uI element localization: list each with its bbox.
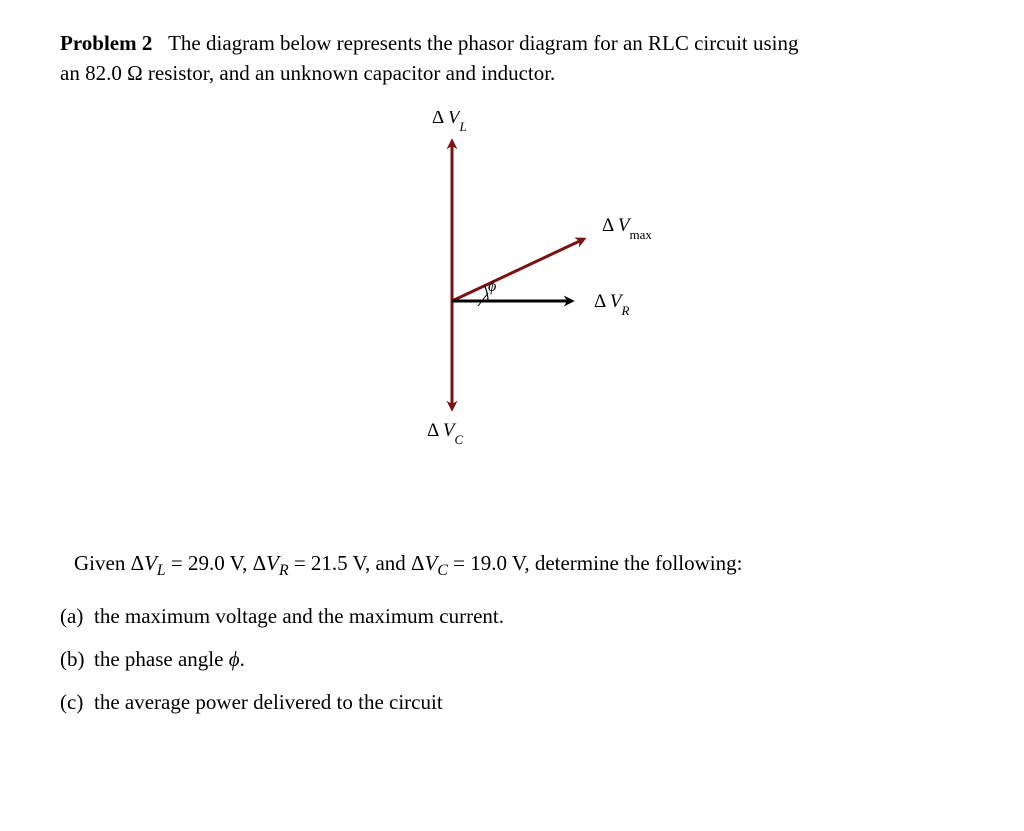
question-parts: (a) the maximum voltage and the maximum … (60, 604, 964, 715)
svg-text:Δ VR: Δ VR (594, 291, 630, 318)
given-vl-val: = 29.0 V, Δ (166, 551, 266, 575)
svg-text:ϕ: ϕ (488, 278, 496, 295)
phasor-diagram: ϕ Δ VL Δ VC Δ VR Δ Vmax (60, 111, 964, 481)
part-c: (c) the average power delivered to the c… (60, 690, 964, 715)
phasor-svg: ϕ Δ VL Δ VC Δ VR Δ Vmax (302, 111, 722, 481)
part-c-label: (c) (60, 690, 94, 715)
part-b-post: . (240, 647, 245, 671)
given-vc-sym: V (425, 551, 438, 575)
svg-text:Δ Vmax: Δ Vmax (602, 215, 652, 242)
part-c-text: the average power delivered to the circu… (94, 690, 443, 715)
given-vl-sub: L (157, 562, 166, 579)
problem-statement: Problem 2 The diagram below represents t… (60, 28, 964, 89)
problem-text-1: The diagram below represents the phasor … (168, 31, 798, 55)
given-vl-sym: V (144, 551, 157, 575)
problem-label: Problem 2 (60, 31, 152, 55)
given-vc-val: = 19.0 V, determine the following: (448, 551, 743, 575)
given-vr-val: = 21.5 V, and Δ (289, 551, 425, 575)
given-vr-sym: V (266, 551, 279, 575)
svg-text:Δ VL: Δ VL (432, 111, 467, 134)
part-a: (a) the maximum voltage and the maximum … (60, 604, 964, 629)
part-b-label: (b) (60, 647, 94, 672)
given-vr-sub: R (279, 562, 289, 579)
part-b-text: the phase angle ϕ. (94, 647, 245, 672)
given-prefix: Given Δ (74, 551, 144, 575)
part-a-label: (a) (60, 604, 94, 629)
given-vc-sub: C (437, 562, 448, 579)
problem-text-2: an 82.0 Ω resistor, and an unknown capac… (60, 61, 555, 85)
part-a-text: the maximum voltage and the maximum curr… (94, 604, 504, 629)
part-b: (b) the phase angle ϕ. (60, 647, 964, 672)
svg-text:Δ VC: Δ VC (427, 420, 464, 447)
given-line: Given ΔVL = 29.0 V, ΔVR = 21.5 V, and ΔV… (74, 551, 964, 580)
part-b-pre: the phase angle (94, 647, 229, 671)
part-b-phi: ϕ (229, 647, 240, 671)
